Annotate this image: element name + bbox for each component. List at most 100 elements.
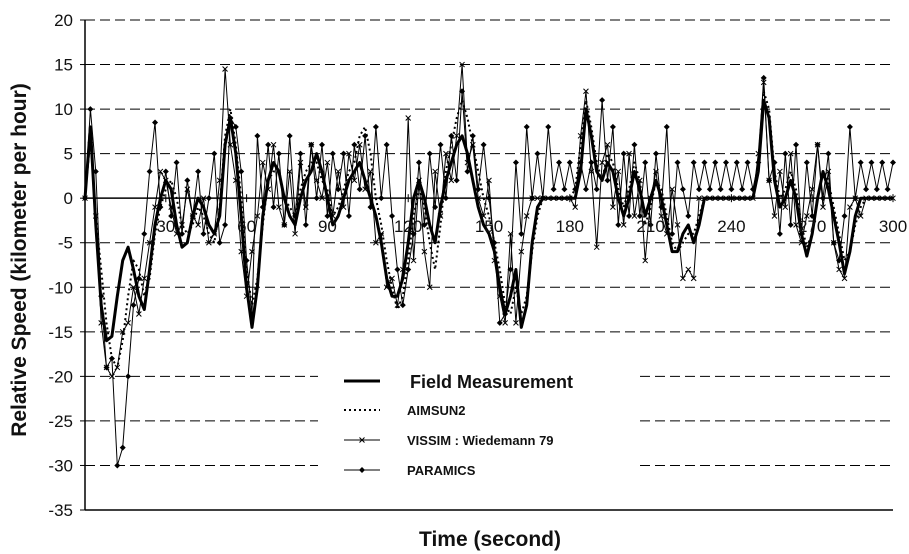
data-point <box>335 168 342 175</box>
data-point <box>809 186 816 193</box>
legend: Field Measurement AIMSUN2 VISSIM : Wiedema… <box>344 372 573 478</box>
x-tick-label: 30 <box>156 217 175 236</box>
data-point <box>103 364 110 371</box>
x-tick-label: 300 <box>879 217 907 236</box>
data-point <box>308 141 315 148</box>
data-point <box>415 159 422 166</box>
data-point <box>394 266 401 273</box>
y-axis-title: Relative Speed (kilometer per hour) <box>8 83 31 437</box>
data-point <box>766 177 772 184</box>
data-point <box>674 159 681 166</box>
x-tick-labels: 30 60 90 120 150 180 210 240 270 300 <box>156 194 907 236</box>
data-point <box>583 88 589 95</box>
data-point <box>653 168 659 175</box>
data-point <box>593 244 600 251</box>
data-point <box>502 320 509 326</box>
data-point <box>87 106 94 113</box>
series-layer <box>82 61 896 469</box>
data-point <box>356 186 363 193</box>
data-point <box>679 186 686 193</box>
data-point <box>448 177 455 184</box>
data-point <box>642 257 649 264</box>
data-point <box>841 213 848 219</box>
data-point <box>636 213 643 219</box>
legend-label: PARAMICS <box>407 463 476 478</box>
legend-label: VISSIM : Wiedemann 79 <box>407 433 554 448</box>
x-tick-label: 270 <box>798 217 826 236</box>
data-point <box>820 204 826 210</box>
data-point <box>771 213 778 219</box>
data-point <box>588 168 595 175</box>
data-point <box>443 150 449 157</box>
data-point <box>550 186 557 193</box>
data-point <box>728 186 735 193</box>
x-tick-label: 240 <box>717 217 745 236</box>
data-point <box>152 204 158 210</box>
data-point <box>642 159 649 166</box>
data-point <box>712 159 719 166</box>
data-point <box>486 177 492 184</box>
data-point <box>437 141 444 148</box>
data-point <box>292 230 298 237</box>
data-point <box>674 222 681 228</box>
data-point <box>119 444 126 451</box>
x-tick-label: 90 <box>318 217 337 236</box>
legend-label: AIMSUN2 <box>407 403 466 418</box>
data-point <box>152 119 159 126</box>
legend-marker <box>359 437 365 443</box>
data-point <box>523 213 530 219</box>
y-tick-label: -15 <box>48 323 73 342</box>
data-point <box>626 150 632 157</box>
legend-marker <box>359 467 365 473</box>
data-point <box>523 123 530 130</box>
data-point <box>857 213 864 219</box>
data-point <box>125 373 132 380</box>
data-point <box>873 186 880 193</box>
data-point <box>184 177 191 184</box>
y-tick-label: 0 <box>64 189 73 208</box>
data-point <box>340 150 347 157</box>
data-point <box>507 230 514 237</box>
data-point <box>162 168 169 175</box>
x-tick-label: 180 <box>556 217 584 236</box>
x-axis-title: Time (second) <box>419 528 561 551</box>
data-point <box>723 159 730 166</box>
data-point <box>125 320 131 326</box>
data-point <box>141 275 148 282</box>
data-point <box>846 123 853 130</box>
data-point <box>739 186 746 193</box>
data-point <box>389 213 396 219</box>
data-point <box>701 159 708 166</box>
data-point <box>324 159 331 166</box>
data-point <box>620 150 627 157</box>
data-point <box>841 275 848 282</box>
data-point <box>512 159 519 166</box>
data-point <box>717 186 724 193</box>
data-point <box>513 320 519 326</box>
data-point <box>647 221 654 228</box>
data-point <box>782 204 789 210</box>
y-tick-label: 20 <box>54 11 73 30</box>
data-point <box>652 150 659 157</box>
data-point <box>884 186 891 193</box>
data-point <box>690 275 697 282</box>
data-point <box>604 141 611 148</box>
data-point <box>733 159 740 166</box>
data-point <box>426 150 433 157</box>
data-point <box>626 213 633 219</box>
series-field-measurement <box>83 98 893 343</box>
y-tick-label: 10 <box>54 100 73 119</box>
data-point <box>302 221 309 228</box>
data-point <box>453 132 460 139</box>
data-point <box>195 222 201 228</box>
data-point <box>351 177 358 184</box>
data-point <box>793 141 800 148</box>
data-point <box>345 213 352 219</box>
data-point <box>496 319 503 326</box>
data-point <box>286 168 293 175</box>
data-point <box>275 150 282 157</box>
data-point <box>620 222 627 228</box>
data-point <box>814 141 821 148</box>
data-point <box>556 159 563 166</box>
data-point <box>776 230 783 237</box>
